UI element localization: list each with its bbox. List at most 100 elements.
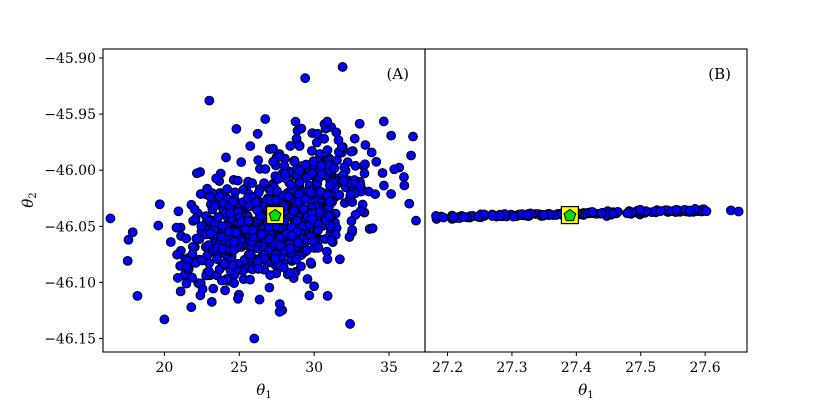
sample-point xyxy=(236,157,247,168)
sample-point xyxy=(322,116,333,127)
sample-point xyxy=(319,133,330,144)
sample-point xyxy=(280,169,290,180)
sample-point xyxy=(208,283,219,294)
sample-point xyxy=(448,212,459,222)
sample-point xyxy=(210,201,220,211)
sample-point xyxy=(181,261,192,272)
sample-point xyxy=(159,314,170,325)
sample-point xyxy=(325,180,335,191)
sample-point xyxy=(292,215,302,226)
sample-point xyxy=(232,175,243,186)
sample-point xyxy=(231,227,242,238)
sample-point xyxy=(300,194,311,205)
highlight-pentagon-marker-a xyxy=(268,208,282,222)
sample-point xyxy=(305,257,316,268)
sample-point xyxy=(479,209,490,220)
sample-point xyxy=(211,173,222,184)
sample-point xyxy=(288,206,299,217)
sample-point xyxy=(316,169,327,179)
sample-point xyxy=(260,164,271,174)
sample-point xyxy=(278,262,289,273)
sample-point xyxy=(191,168,202,179)
sample-point xyxy=(386,189,396,199)
sample-point xyxy=(283,191,294,202)
sample-point xyxy=(360,140,371,150)
sample-point xyxy=(253,263,264,274)
y-tick-label-a: −46.10 xyxy=(44,275,96,291)
sample-point xyxy=(123,234,134,245)
sample-point xyxy=(622,208,633,219)
sample-point xyxy=(270,253,281,264)
sample-point xyxy=(404,198,415,209)
sample-point xyxy=(187,249,198,259)
sample-point xyxy=(190,213,201,224)
sample-point xyxy=(354,118,365,129)
sample-point xyxy=(324,211,335,222)
sample-point xyxy=(245,141,256,151)
sample-point xyxy=(307,214,318,225)
sample-point xyxy=(324,196,335,207)
sample-point xyxy=(181,233,192,244)
sample-point xyxy=(154,199,165,210)
sample-point xyxy=(495,210,506,221)
sample-point xyxy=(213,212,224,222)
sample-point xyxy=(175,286,186,297)
sample-point xyxy=(202,183,213,194)
sample-point xyxy=(274,299,285,309)
sample-point xyxy=(286,179,296,190)
sample-point xyxy=(300,73,311,84)
sample-point xyxy=(301,173,312,183)
sample-point xyxy=(247,178,258,188)
sample-point xyxy=(305,187,316,198)
sample-point xyxy=(438,212,449,223)
sample-point xyxy=(607,208,618,219)
sample-point xyxy=(204,266,215,277)
sample-point xyxy=(346,146,357,157)
sample-point xyxy=(379,180,389,191)
sample-point xyxy=(296,261,306,272)
sample-point xyxy=(459,212,469,222)
sample-point xyxy=(216,231,227,242)
sample-point xyxy=(322,290,333,301)
x-tick-label-b: 27.5 xyxy=(625,360,656,376)
sample-point xyxy=(309,281,320,292)
sample-point xyxy=(333,135,344,146)
x-axis-label-b: θ1 xyxy=(578,381,593,401)
sample-point xyxy=(349,133,360,144)
sample-point xyxy=(287,230,297,241)
sample-point xyxy=(260,114,271,124)
sample-point xyxy=(153,220,164,231)
sample-point xyxy=(221,152,231,163)
points-group-a xyxy=(105,62,421,344)
sample-point xyxy=(685,205,696,216)
x-tick-label-a: 35 xyxy=(380,360,398,376)
sample-point xyxy=(289,156,300,167)
x-tick-label-b: 27.4 xyxy=(561,360,592,376)
sample-point xyxy=(302,245,312,256)
sample-point xyxy=(508,211,519,222)
sample-point xyxy=(308,156,319,167)
sample-point xyxy=(371,156,382,167)
sample-point xyxy=(291,254,302,265)
y-tick-label-a: −46.15 xyxy=(44,332,96,348)
sample-point xyxy=(252,128,263,139)
sample-point xyxy=(217,275,227,286)
sample-point xyxy=(127,227,138,238)
sample-point xyxy=(296,123,307,134)
x-tick-label-b: 27.6 xyxy=(690,360,721,376)
sample-point xyxy=(522,209,533,220)
sample-point xyxy=(229,237,239,247)
sample-point xyxy=(222,184,233,194)
sample-point xyxy=(186,302,197,313)
sample-point xyxy=(228,197,238,207)
sample-point xyxy=(249,333,260,344)
sample-point xyxy=(264,282,275,293)
sample-point xyxy=(165,237,176,247)
sample-point xyxy=(367,223,378,234)
y-tick-label-a: −46.05 xyxy=(44,219,96,235)
sample-point xyxy=(294,177,305,188)
sample-point xyxy=(302,274,313,284)
sample-point xyxy=(304,290,315,301)
panel-a: 20 25 30 35 −45.90 −45.95 −46.00 −46.05 −46.10 −4… xyxy=(19,48,426,401)
sample-point xyxy=(253,155,264,166)
